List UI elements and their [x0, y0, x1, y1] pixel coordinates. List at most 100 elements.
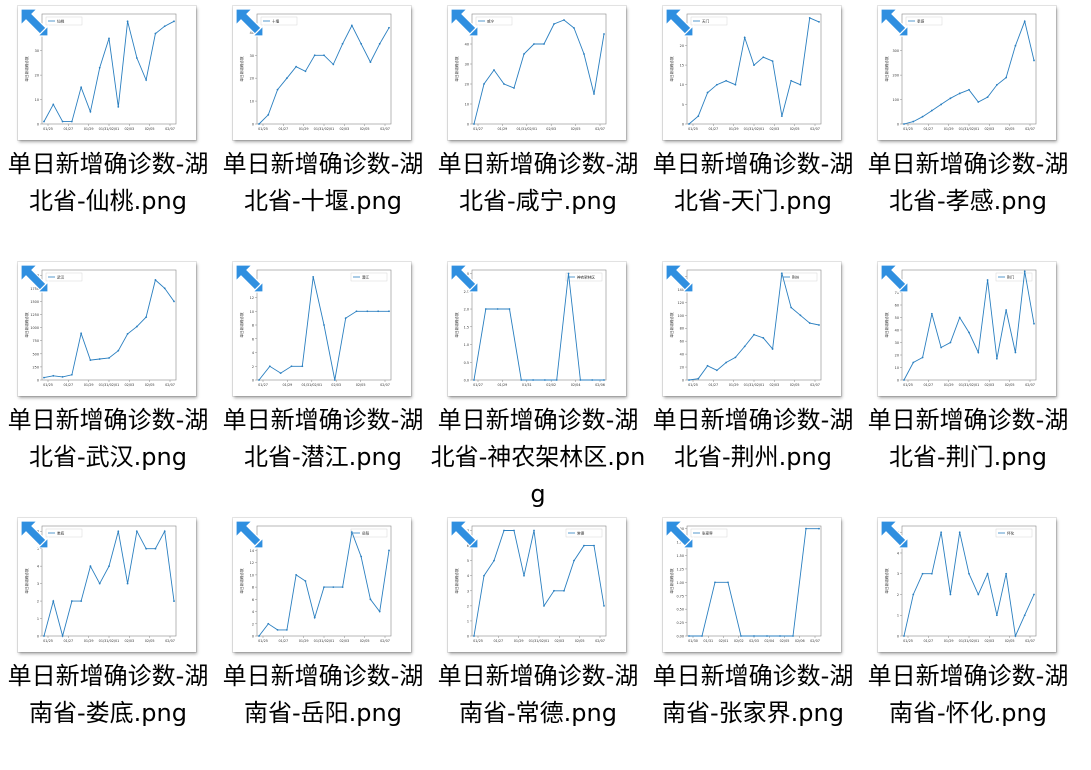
file-name-label[interactable]: 单日新增确诊数-湖南省-岳阳.png	[222, 662, 424, 727]
data-point	[173, 600, 175, 602]
file-item[interactable]: 025050075010001250150017502000单日新增确诊数01/…	[0, 256, 216, 512]
file-item[interactable]: 01020304050607080单日新增确诊数01/2501/2701/290…	[860, 256, 1076, 512]
y-tick-label: 1.75	[676, 541, 684, 545]
file-thumbnail[interactable]: 012345单日新增确诊数01/2501/2701/2901/31/02/010…	[878, 518, 1056, 652]
data-point	[958, 92, 961, 95]
data-point	[295, 65, 298, 68]
file-name-label[interactable]: 单日新增确诊数-湖北省-仙桃.png	[7, 150, 209, 215]
data-point	[986, 572, 989, 575]
file-thumbnail[interactable]: 025050075010001250150017502000单日新增确诊数01/…	[18, 262, 196, 396]
x-tick-label: 02/05	[780, 639, 790, 643]
data-point	[532, 379, 534, 381]
y-tick-label: 100	[678, 314, 684, 318]
file-name-label[interactable]: 单日新增确诊数-湖北省-荆门.png	[867, 406, 1069, 471]
data-point	[154, 32, 157, 35]
file-name-label[interactable]: 单日新增确诊数-湖北省-武汉.png	[7, 406, 209, 471]
x-tick-label: 01/29	[299, 127, 309, 131]
file-item[interactable]: 0.000.250.500.751.001.251.501.752.00单日新增…	[645, 512, 861, 768]
file-item[interactable]: 0.00.51.01.52.02.53.0单日新增确诊数01/2701/2901…	[430, 256, 646, 512]
file-thumbnail[interactable]: 010203040单日新增确诊数01/2501/2701/2901/31/02/…	[18, 6, 196, 140]
y-tick-label: 14	[250, 549, 254, 553]
x-tick-label: 01/31	[522, 383, 532, 387]
data-point	[493, 559, 495, 562]
file-thumbnail[interactable]: 0246810121416单日新增确诊数01/2501/2701/2901/31…	[233, 518, 411, 652]
file-name-label[interactable]: 单日新增确诊数-湖南省-张家界.png	[652, 662, 854, 727]
file-thumbnail[interactable]: 01020304050607080单日新增确诊数01/2501/2701/290…	[878, 262, 1056, 396]
shortcut-arrow-icon	[880, 8, 909, 37]
thumbnail-line-chart: 012345单日新增确诊数01/2501/2701/2901/31/02/010…	[884, 525, 1037, 643]
data-point	[533, 43, 535, 45]
file-thumbnail[interactable]: 0.000.250.500.751.001.251.501.752.00单日新增…	[663, 518, 841, 652]
data-point	[80, 86, 83, 89]
data-point	[378, 610, 381, 613]
x-tick-label: 02/07	[1025, 127, 1035, 131]
y-tick-label: 0	[682, 379, 684, 383]
series-line	[688, 17, 820, 125]
x-tick-label: 02/03	[339, 639, 349, 643]
file-name-label[interactable]: 单日新增确诊数-湖北省-潜江.png	[222, 406, 424, 471]
data-point	[276, 628, 279, 631]
x-tick-label: 02/07	[380, 639, 390, 643]
file-name-label[interactable]: 单日新增确诊数-湖南省-怀化.png	[867, 662, 1069, 727]
file-thumbnail[interactable]: 02468101214单日新增确诊数01/2701/2901/31/02/010…	[233, 262, 411, 396]
file-name-label[interactable]: 单日新增确诊数-湖北省-荆州.png	[652, 406, 854, 471]
y-tick-label: 20	[465, 83, 469, 87]
data-point	[332, 586, 335, 589]
data-point	[780, 115, 783, 118]
file-item[interactable]: 0246810121416单日新增确诊数01/2501/2701/2901/31…	[215, 512, 431, 768]
data-point	[52, 374, 55, 377]
file-name-label[interactable]: 单日新增确诊数-湖北省-十堰.png	[222, 150, 424, 215]
file-name-label[interactable]: 单日新增确诊数-湖北省-神农架林区.png	[430, 406, 646, 508]
series-line	[689, 528, 819, 637]
y-tick-label: 8	[252, 324, 254, 328]
file-item[interactable]: 0510152025单日新增确诊数01/2501/2701/2901/31/02…	[645, 0, 861, 256]
legend-label: 岳阳	[362, 530, 370, 535]
file-thumbnail[interactable]: 0 1 2 3 4 5 6 7 单日新增确诊数 01/25 01/27 01/29 01/31/02/0…	[448, 518, 626, 652]
file-name-label[interactable]: 单日新增确诊数-湖南省-娄底.png	[7, 662, 209, 727]
file-thumbnail[interactable]: 01020304050单日新增确诊数01/2701/2901/31/02/010…	[448, 6, 626, 140]
thumbnail-line-chart: 025050075010001250150017502000单日新增确诊数01/…	[24, 269, 177, 387]
data-point	[523, 53, 525, 55]
data-point	[154, 547, 157, 550]
file-item[interactable]: 01020304050单日新增确诊数01/2701/2901/31/02/010…	[430, 0, 646, 256]
file-item[interactable]: 012345单日新增确诊数01/2501/2701/2901/31/02/010…	[860, 512, 1076, 768]
data-point	[473, 635, 475, 637]
data-point	[70, 373, 73, 376]
data-point	[1014, 44, 1017, 47]
file-thumbnail[interactable]: 020406080100120140160单日新增确诊数01/2501/2701…	[663, 262, 841, 396]
file-item[interactable]: 010203040单日新增确诊数01/2501/2701/2901/31/02/…	[0, 0, 216, 256]
file-thumbnail[interactable]: 0123456单日新增确诊数01/2501/2701/2901/31/02/01…	[18, 518, 196, 652]
file-item[interactable]: 0123456单日新增确诊数01/2501/2701/2901/31/02/01…	[0, 512, 216, 768]
file-thumbnail[interactable]: 0.00.51.01.52.02.53.0单日新增确诊数01/2701/2901…	[448, 262, 626, 396]
legend-box	[995, 528, 1033, 538]
x-tick-label: 01/27	[708, 383, 718, 387]
data-point	[743, 36, 746, 39]
data-point	[805, 527, 807, 530]
file-name-label[interactable]: 单日新增确诊数-湖北省-孝感.png	[867, 150, 1069, 215]
file-thumbnail[interactable]: 0100200300400单日新增确诊数01/2501/2701/2901/31…	[878, 6, 1056, 140]
shortcut-arrow-icon	[20, 8, 49, 37]
data-point	[968, 572, 970, 575]
data-point	[301, 365, 304, 368]
x-tick-label: 02/07	[810, 383, 820, 387]
data-point	[688, 635, 690, 637]
y-tick-label: 6	[467, 544, 469, 548]
file-item[interactable]: 020406080100120140160单日新增确诊数01/2501/2701…	[645, 256, 861, 512]
file-name-label[interactable]: 单日新增确诊数-湖北省-咸宁.png	[437, 150, 639, 215]
y-tick-label: 1750	[30, 287, 39, 291]
file-item[interactable]: 02468101214单日新增确诊数01/2701/2901/31/02/010…	[215, 256, 431, 512]
x-tick-label: 02/02	[734, 639, 744, 643]
file-name-label[interactable]: 单日新增确诊数-湖北省-天门.png	[652, 150, 854, 215]
file-name-label[interactable]: 单日新增确诊数-湖南省-常德.png	[437, 662, 639, 727]
y-tick-label: 3	[897, 572, 899, 576]
file-thumbnail[interactable]: 0510152025单日新增确诊数01/2501/2701/2901/31/02…	[663, 6, 841, 140]
file-item[interactable]: 0 1 2 3 4 5 6 7 单日新增确诊数 01/25 01/27 01/29 01/31/02/0…	[430, 512, 646, 768]
legend-box	[905, 16, 943, 26]
data-point	[903, 635, 905, 637]
file-item[interactable]: 0100200300400单日新增确诊数01/2501/2701/2901/31…	[860, 0, 1076, 256]
y-tick-label: 7	[467, 529, 469, 533]
shortcut-arrow-icon	[880, 520, 909, 549]
plot-frame	[901, 13, 1037, 125]
